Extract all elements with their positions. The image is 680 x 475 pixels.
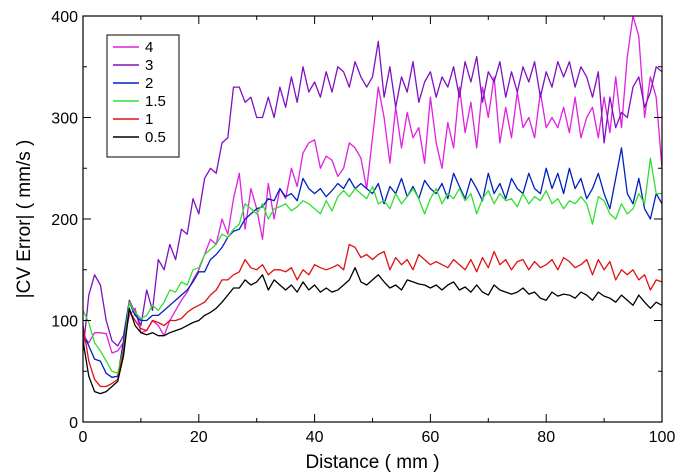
x-axis-label: Distance ( mm ) — [305, 452, 439, 473]
legend-box — [106, 34, 180, 158]
legend-label-4: 4 — [145, 39, 153, 56]
series-line-2 — [83, 147, 662, 378]
y-tick-label: 100 — [51, 314, 78, 331]
y-tick-label: 300 — [51, 111, 78, 128]
series-line-0-5 — [83, 267, 662, 395]
series-line-1-5 — [83, 157, 662, 374]
x-tick-label: 80 — [537, 429, 555, 446]
x-tick-label: 20 — [190, 429, 208, 446]
series-line-1 — [83, 243, 662, 388]
legend-label-2: 2 — [145, 75, 153, 92]
legend-label-1-5: 1.5 — [145, 93, 166, 110]
x-tick-label: 100 — [649, 429, 676, 446]
legend-label-0-5: 0.5 — [145, 129, 166, 146]
y-tick-label: 400 — [51, 9, 78, 26]
legend-label-3: 3 — [145, 57, 153, 74]
x-tick-label: 0 — [79, 429, 88, 446]
legend-label-1: 1 — [145, 111, 153, 128]
x-tick-label: 60 — [422, 429, 440, 446]
series-line-4 — [83, 16, 662, 354]
y-tick-label: 200 — [51, 212, 78, 229]
axis-ticks: 0 20 40 60 80 100 0 100 200 300 400 — [51, 9, 675, 446]
y-axis-label: |CV Error| ( mm/s ) — [14, 140, 35, 299]
y-tick-label: 0 — [69, 415, 78, 432]
x-tick-label: 40 — [306, 429, 324, 446]
series-line-3 — [83, 40, 662, 351]
series-layer — [83, 16, 662, 395]
